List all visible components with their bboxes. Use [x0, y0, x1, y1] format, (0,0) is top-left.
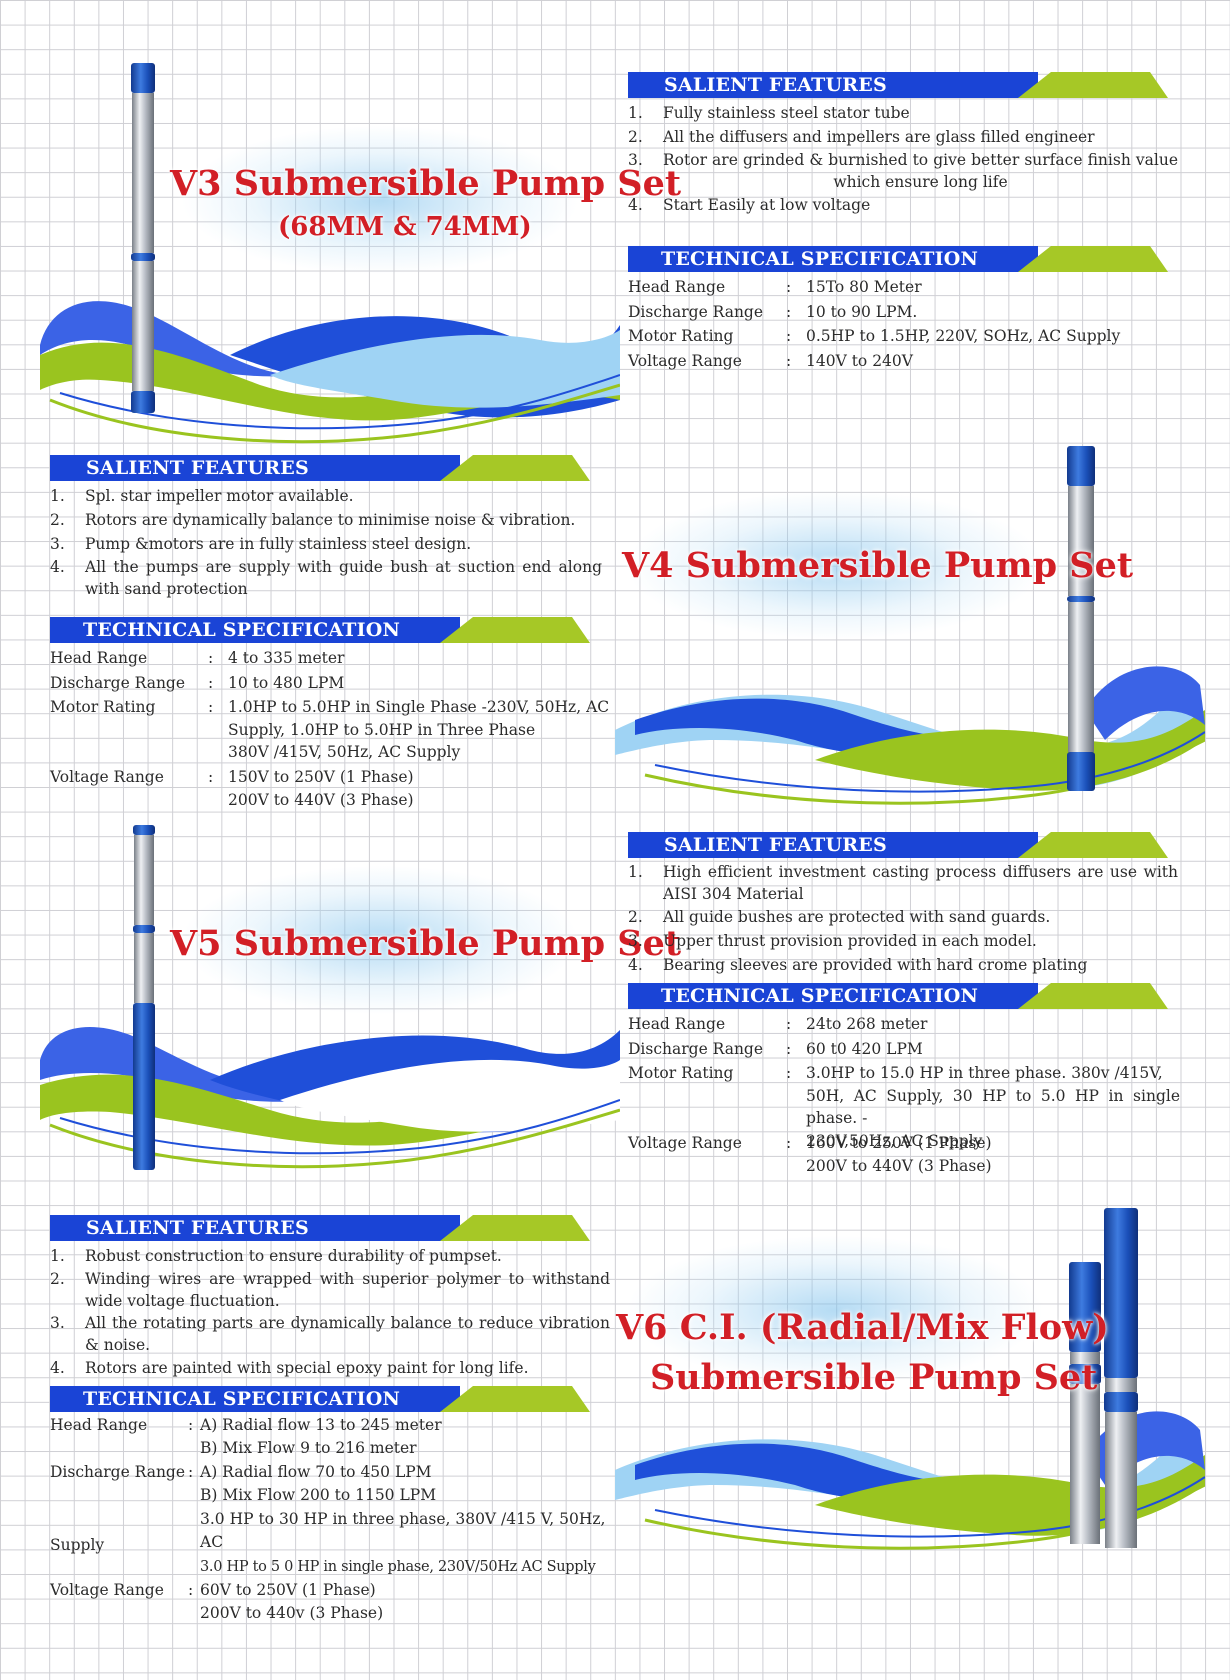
v4-wave-graphic [615, 666, 1205, 805]
v6-salient-header: SALIENT FEATURES [50, 1215, 600, 1241]
v5-title: V5 Submersible Pump Set [170, 923, 682, 964]
list-item: 1. Robust construction to ensure durabili… [50, 1247, 502, 1265]
water-splash [180, 125, 580, 275]
spec-row: Voltage Range: 150V to 250V (1 Phase) 200… [50, 768, 414, 809]
spec-row: Voltage Range:140V to 240V [628, 351, 913, 370]
v3-pump-image [131, 63, 155, 413]
water-splash [625, 490, 1045, 640]
v6-pump-image-small [1069, 1262, 1101, 1547]
v3-spec-table: Head Range:15To 80 Meter Discharge Range… [628, 276, 1178, 374]
v4-features-list: 1. Spl. star impeller motor available. 2.… [50, 484, 602, 600]
v5-illustration [30, 820, 620, 1200]
v6-features-list: 1. Robust construction to ensure durabili… [50, 1244, 610, 1380]
spec-row: Head Range:15To 80 Meter [628, 278, 922, 296]
spec-row: Discharge Range:10 to 90 LPM. [628, 302, 918, 321]
list-item: 1. Spl. star impeller motor available. [50, 487, 354, 505]
spec-row: Head Range:4 to 335 meter [50, 649, 345, 667]
list-item: 3. Pump &motors are in fully stainless st… [50, 535, 472, 553]
list-item: 4. All the pumps are supply with guide bu… [50, 558, 602, 598]
list-item: 3. Upper thrust provision provided in eac… [628, 932, 1037, 950]
v6-title-line2: Submersible Pump Set [650, 1357, 1098, 1398]
list-item: 3. All the rotating parts are dynamically… [50, 1314, 610, 1354]
v4-spec-table: Head Range:4 to 335 meter Discharge Rang… [50, 647, 610, 811]
spec-row: Voltage Range: 60V to 250V (1 Phase) 200V… [50, 1581, 384, 1622]
v5-pump-image [133, 825, 155, 1170]
v5-tech-header: TECHNICAL SPECIFICATION [628, 983, 1178, 1009]
v3-wave-graphic [40, 301, 620, 444]
list-item: 1. Fully stainless steel stator tube [628, 104, 910, 122]
spec-row: Voltage Range: 160V to 250V (1 Phase) 200… [628, 1134, 992, 1175]
spec-row: Discharge Range:10 to 480 LPM [50, 673, 345, 692]
v3-illustration [30, 55, 620, 445]
v3-tech-header: TECHNICAL SPECIFICATION [628, 246, 1178, 272]
v6-illustration [615, 1200, 1205, 1570]
spec-row: Supply [50, 1536, 105, 1554]
v5-features-list: 1. High efficient investment casting proc… [628, 861, 1178, 977]
v3-salient-header: SALIENT FEATURES [628, 72, 1178, 98]
list-item: 4. Start Easily at low voltage [628, 196, 871, 214]
list-item: 4. Bearing sleeves are provided with hard… [628, 956, 1088, 974]
v5-spec-table: Head Range:24to 268 meter Discharge Rang… [628, 1013, 1180, 1177]
v4-tech-header: TECHNICAL SPECIFICATION [50, 617, 600, 643]
water-splash [180, 865, 580, 1015]
v6-pump-image-large [1104, 1208, 1138, 1548]
v4-pump-image [1067, 446, 1095, 791]
list-item: 2. Winding wires are wrapped with superio… [50, 1270, 610, 1310]
v6-title-line1: V6 C.I. (Radial/Mix Flow) [616, 1307, 1109, 1348]
spec-row: 3.0 HP to 5 0 HP in single phase, 230V/5… [200, 1559, 596, 1575]
v4-title: V4 Submersible Pump Set [622, 545, 1134, 586]
list-item: 2. All guide bushes are protected with sa… [628, 908, 1051, 926]
v3-subtitle: (68MM & 74MM) [278, 212, 532, 242]
v3-features-list: 1. Fully stainless steel stator tube 2. Al… [628, 101, 1178, 217]
spec-row: Motor Rating: 3.0HP to 15.0 HP in three … [628, 1064, 1180, 1150]
v5-salient-header: SALIENT FEATURES [628, 832, 1178, 858]
water-splash [625, 1235, 1045, 1385]
v6-tech-header: TECHNICAL SPECIFICATION [50, 1386, 600, 1412]
list-item: 3. Rotor are grinded & burnished to give … [628, 151, 1178, 191]
spec-row: Motor Rating: 1.0HP to 5.0HP in Single P… [50, 698, 610, 761]
list-item: 4. Rotors are painted with special epoxy … [50, 1359, 529, 1377]
list-item: 2. Rotors are dynamically balance to mini… [50, 511, 576, 529]
spec-row: Head Range: A) Radial flow 13 to 245 met… [50, 1416, 442, 1457]
v6-spec-table: Head Range: A) Radial flow 13 to 245 met… [50, 1414, 615, 1626]
v4-illustration [615, 440, 1205, 820]
v4-salient-header: SALIENT FEATURES [50, 455, 600, 481]
spec-row: Head Range:24to 268 meter [628, 1015, 928, 1033]
v3-title: V3 Submersible Pump Set [170, 163, 682, 204]
list-item: 1. High efficient investment casting proc… [628, 863, 1178, 903]
spec-row: Motor Rating:0.5HP to 1.5HP, 220V, SOHz,… [628, 327, 1121, 345]
spec-row: Discharge Range:60 t0 420 LPM [628, 1039, 923, 1058]
v5-wave-graphic [40, 1027, 620, 1169]
spec-row: 3.0 HP to 30 HP in three phase, 380V /41… [200, 1510, 606, 1551]
list-item: 2. All the diffusers and impellers are gl… [628, 128, 1095, 146]
spec-row: Discharge Range: A) Radial flow 70 to 45… [50, 1463, 437, 1504]
